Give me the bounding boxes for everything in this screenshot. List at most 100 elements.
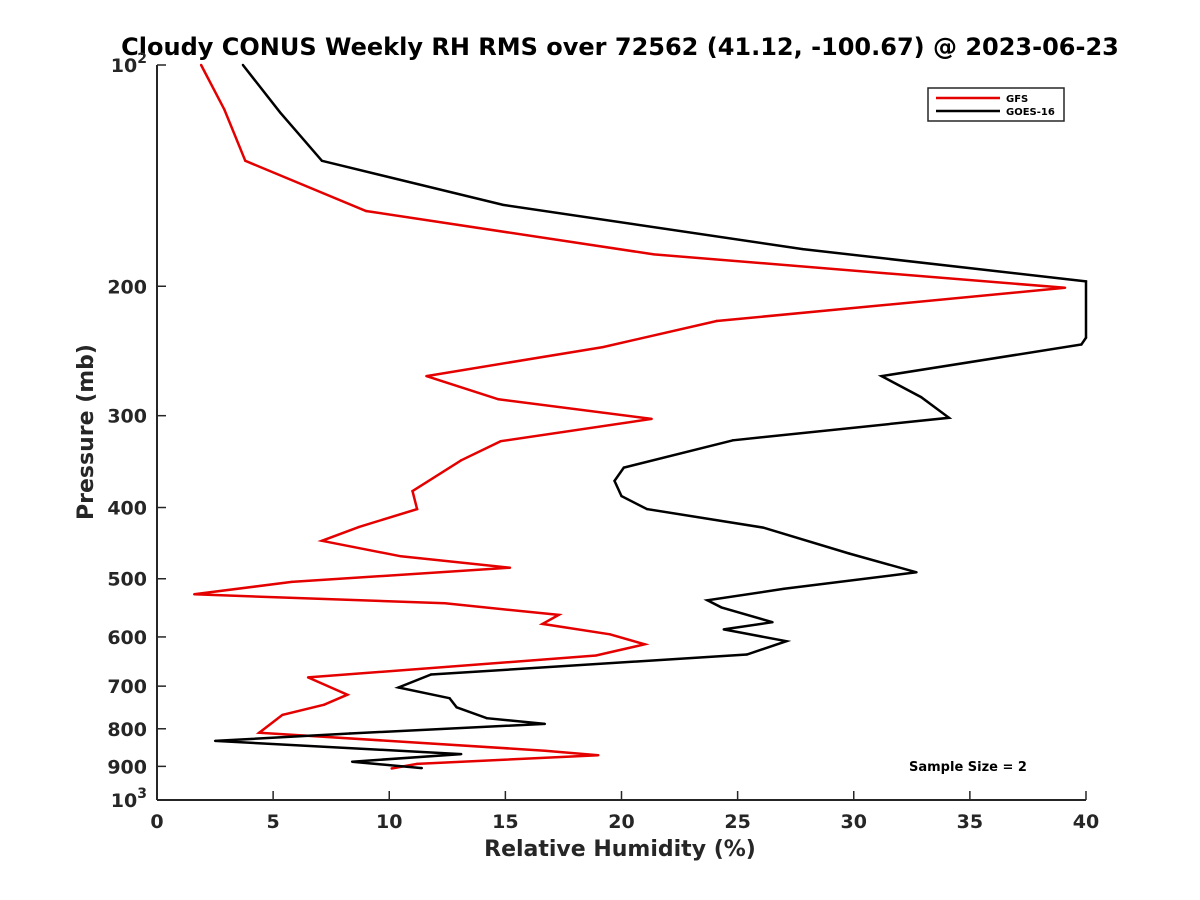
data-point-gfs <box>290 580 293 584</box>
data-point-goes-16 <box>460 752 463 756</box>
data-point-goes-16 <box>722 628 725 631</box>
data-point-gfs <box>258 731 261 734</box>
data-point-gfs <box>594 654 598 657</box>
data-point-gfs <box>601 345 605 349</box>
y-tick-label: 300 <box>107 406 147 428</box>
y-tick-label: 600 <box>107 627 147 649</box>
data-point-goes-16 <box>745 653 749 656</box>
data-point-goes-16 <box>1084 336 1088 339</box>
data-point-goes-16 <box>348 732 351 735</box>
data-point-gfs <box>597 754 600 757</box>
data-point-goes-16 <box>645 507 649 511</box>
data-point-goes-16 <box>782 587 786 590</box>
x-tick-label: 0 <box>150 811 163 833</box>
data-point-gfs <box>223 108 226 111</box>
data-point-gfs <box>193 593 196 596</box>
data-point-gfs <box>497 398 500 401</box>
data-point-goes-16 <box>241 63 245 67</box>
y-tick-label: 500 <box>107 569 147 591</box>
data-point-goes-16 <box>485 717 488 720</box>
data-point-gfs <box>306 676 310 679</box>
x-axis-label: Relative Humidity (%) <box>484 837 756 862</box>
x-tick-label: 40 <box>1073 811 1099 833</box>
data-point-goes-16 <box>429 673 433 676</box>
data-point-goes-16 <box>455 706 458 709</box>
data-point-goes-16 <box>350 760 354 763</box>
data-point-goes-16 <box>213 739 217 743</box>
data-point-gfs <box>425 374 428 378</box>
legend-label-gfs: GFS <box>1006 94 1028 105</box>
data-point-gfs <box>608 633 612 636</box>
data-point-gfs <box>281 713 284 717</box>
data-point-gfs <box>650 417 653 421</box>
data-point-goes-16 <box>731 439 735 442</box>
data-point-gfs <box>499 440 502 443</box>
data-point-gfs <box>415 762 419 766</box>
data-point-gfs <box>1063 286 1067 289</box>
y-tick-label: 900 <box>107 756 147 778</box>
data-point-goes-16 <box>762 526 765 529</box>
data-point-goes-16 <box>720 606 723 609</box>
y-axis-label: Pressure (mb) <box>74 344 99 520</box>
data-point-goes-16 <box>420 766 423 770</box>
y-tick-label: 400 <box>107 498 147 520</box>
data-point-gfs <box>390 767 393 770</box>
data-point-gfs <box>357 525 361 529</box>
x-tick-label: 30 <box>841 811 867 833</box>
data-point-gfs <box>557 613 560 617</box>
legend-label-goes-16: GOES-16 <box>1006 107 1055 118</box>
x-tick-marks: 0 5 10 15 20 25 30 35 40 <box>150 791 1099 833</box>
data-point-gfs <box>399 555 403 558</box>
data-point-goes-16 <box>320 159 324 162</box>
data-point-goes-16 <box>915 571 918 574</box>
data-point-goes-16 <box>880 374 883 378</box>
data-point-gfs <box>508 566 512 569</box>
data-point-gfs <box>652 253 656 256</box>
y-tick-marks: 102 200 300 400 500 600 700 800 900 103 <box>107 51 166 812</box>
data-point-gfs <box>199 63 203 67</box>
legend-box <box>927 87 1065 122</box>
data-point-goes-16 <box>785 640 788 643</box>
data-point-goes-16 <box>622 466 625 469</box>
data-point-gfs <box>543 749 547 752</box>
data-point-gfs <box>346 693 349 696</box>
y-tick-label: 103 <box>111 786 147 812</box>
data-point-goes-16 <box>278 111 282 114</box>
data-point-goes-16 <box>397 686 400 689</box>
data-point-gfs <box>443 602 447 605</box>
data-point-goes-16 <box>613 479 616 483</box>
data-point-goes-16 <box>706 599 709 602</box>
x-tick-label: 35 <box>957 811 983 833</box>
x-tick-label: 20 <box>608 811 634 833</box>
sample-size-annotation: Sample Size = 2 <box>909 760 1027 775</box>
data-point-goes-16 <box>771 621 774 624</box>
data-point-goes-16 <box>543 722 547 726</box>
data-point-gfs <box>323 703 326 706</box>
data-point-gfs <box>411 489 414 493</box>
data-point-goes-16 <box>1080 343 1083 346</box>
y-tick-label: 102 <box>111 51 147 77</box>
data-point-goes-16 <box>801 247 804 251</box>
data-point-goes-16 <box>947 416 951 419</box>
data-point-goes-16 <box>501 203 505 207</box>
data-point-goes-16 <box>620 494 623 498</box>
y-tick-label: 800 <box>107 719 147 741</box>
legend: GFS GOES-16 <box>927 87 1065 122</box>
x-tick-label: 10 <box>376 811 402 833</box>
data-point-gfs <box>364 209 368 213</box>
chart-title: Cloudy CONUS Weekly RH RMS over 72562 (4… <box>121 33 1119 61</box>
x-tick-label: 15 <box>492 811 518 833</box>
data-point-goes-16 <box>847 552 851 555</box>
x-tick-label: 5 <box>267 811 280 833</box>
x-tick-label: 25 <box>724 811 750 833</box>
data-point-goes-16 <box>1084 280 1088 283</box>
data-point-gfs <box>460 459 463 462</box>
data-point-gfs <box>320 539 324 542</box>
data-point-gfs <box>715 319 718 323</box>
data-point-goes-16 <box>919 395 923 399</box>
series-layer <box>193 63 1088 770</box>
series-line-gfs <box>194 64 1066 770</box>
y-tick-label: 200 <box>107 276 147 298</box>
